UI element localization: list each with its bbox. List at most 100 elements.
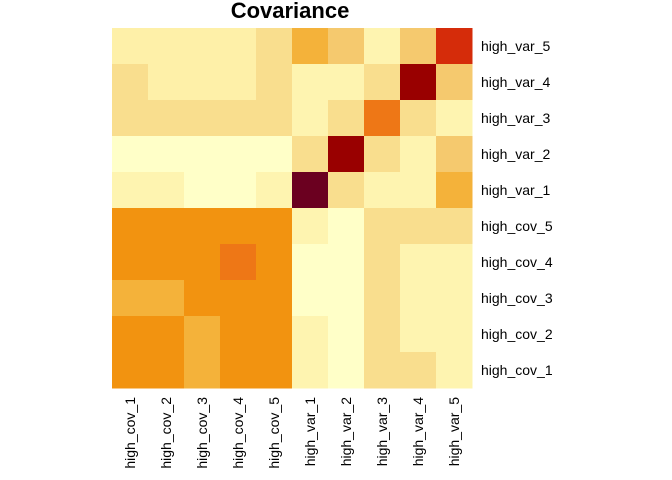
heatmap-cell: [184, 244, 221, 281]
heatmap-cell: [292, 100, 329, 137]
heatmap-cell: [112, 352, 149, 389]
heatmap-cell: [400, 208, 437, 245]
heatmap-cell: [220, 172, 257, 209]
heatmap-cell: [364, 208, 401, 245]
heatmap-cell: [328, 316, 365, 353]
heatmap-cell: [220, 136, 257, 173]
heatmap-cell: [220, 316, 257, 353]
heatmap-cell: [112, 64, 149, 101]
y-tick-label: high_var_2: [481, 146, 550, 162]
heatmap-cell: [328, 244, 365, 281]
heatmap-cell: [364, 64, 401, 101]
heatmap-cell: [112, 28, 149, 65]
chart-title: Covariance: [231, 0, 350, 23]
heatmap-cell: [364, 352, 401, 389]
heatmap-cell: [256, 172, 293, 209]
x-tick-label: high_var_4: [410, 397, 426, 466]
heatmap-cell: [184, 172, 221, 209]
heatmap-cell: [148, 316, 185, 353]
heatmap-cell: [436, 172, 473, 209]
heatmap-cell: [364, 172, 401, 209]
heatmap-cell: [148, 244, 185, 281]
y-tick-label: high_cov_4: [481, 254, 553, 270]
heatmap-cell: [400, 28, 437, 65]
y-tick-label: high_cov_1: [481, 362, 553, 378]
heatmap-cell: [256, 208, 293, 245]
heatmap-cell: [220, 64, 257, 101]
heatmap-cell: [436, 100, 473, 137]
heatmap-cell: [328, 352, 365, 389]
heatmap-cell: [328, 64, 365, 101]
heatmap-cell: [292, 244, 329, 281]
heatmap-cell: [112, 100, 149, 137]
x-tick-label: high_cov_5: [266, 397, 282, 469]
heatmap-cell: [292, 352, 329, 389]
heatmap-cell: [112, 172, 149, 209]
heatmap-cell: [436, 316, 473, 353]
heatmap-cell: [292, 64, 329, 101]
heatmap-cell: [328, 28, 365, 65]
heatmap-cell: [256, 280, 293, 317]
heatmap-cell: [436, 244, 473, 281]
heatmap-cell: [364, 100, 401, 137]
heatmap-cell: [292, 172, 329, 209]
y-tick-label: high_cov_2: [481, 326, 553, 342]
heatmap-cell: [364, 244, 401, 281]
heatmap-cell: [256, 28, 293, 65]
heatmap-cell: [184, 280, 221, 317]
heatmap-cell: [436, 352, 473, 389]
heatmap-cell: [292, 280, 329, 317]
heatmap-cell: [256, 64, 293, 101]
heatmap-cell: [184, 64, 221, 101]
heatmap-cell: [112, 316, 149, 353]
x-tick-label: high_var_2: [338, 397, 354, 466]
heatmap-cell: [148, 64, 185, 101]
heatmap-cell: [184, 100, 221, 137]
heatmap-cell: [292, 316, 329, 353]
x-tick-label: high_cov_3: [194, 397, 210, 469]
heatmap-cell: [328, 136, 365, 173]
heatmap-cell: [256, 352, 293, 389]
heatmap-cell: [220, 280, 257, 317]
heatmap-cell: [184, 352, 221, 389]
heatmap-cell: [328, 280, 365, 317]
heatmap-cell: [292, 28, 329, 65]
heatmap-cell: [436, 28, 473, 65]
heatmap-cell: [400, 64, 437, 101]
heatmap-cell: [220, 244, 257, 281]
heatmap-cell: [148, 280, 185, 317]
heatmap-cell: [364, 136, 401, 173]
heatmap-cell: [256, 316, 293, 353]
heatmap-cell: [328, 208, 365, 245]
heatmap-cell: [148, 208, 185, 245]
heatmap-cell: [184, 316, 221, 353]
heatmap-cell: [256, 244, 293, 281]
heatmap-cell: [400, 316, 437, 353]
heatmap-cell: [400, 100, 437, 137]
x-tick-label: high_cov_4: [230, 397, 246, 469]
heatmap-cell: [328, 100, 365, 137]
heatmap-cell: [436, 136, 473, 173]
heatmap-cell: [292, 208, 329, 245]
x-tick-label: high_cov_1: [122, 397, 138, 469]
heatmap-cell: [400, 280, 437, 317]
heatmap-cell: [220, 100, 257, 137]
y-tick-label: high_var_1: [481, 182, 550, 198]
heatmap-cell: [364, 280, 401, 317]
heatmap-cell: [436, 64, 473, 101]
heatmap-cell: [220, 28, 257, 65]
y-tick-label: high_var_5: [481, 38, 550, 54]
heatmap-cell: [148, 100, 185, 137]
y-tick-label: high_cov_5: [481, 218, 553, 234]
heatmap-cell: [400, 172, 437, 209]
heatmap-cell: [112, 244, 149, 281]
heatmap-cells: [112, 28, 473, 389]
heatmap-cell: [328, 172, 365, 209]
heatmap-cell: [364, 316, 401, 353]
heatmap-cell: [112, 280, 149, 317]
heatmap-cell: [400, 244, 437, 281]
heatmap-cell: [112, 136, 149, 173]
y-tick-label: high_var_4: [481, 74, 550, 90]
heatmap-cell: [184, 136, 221, 173]
